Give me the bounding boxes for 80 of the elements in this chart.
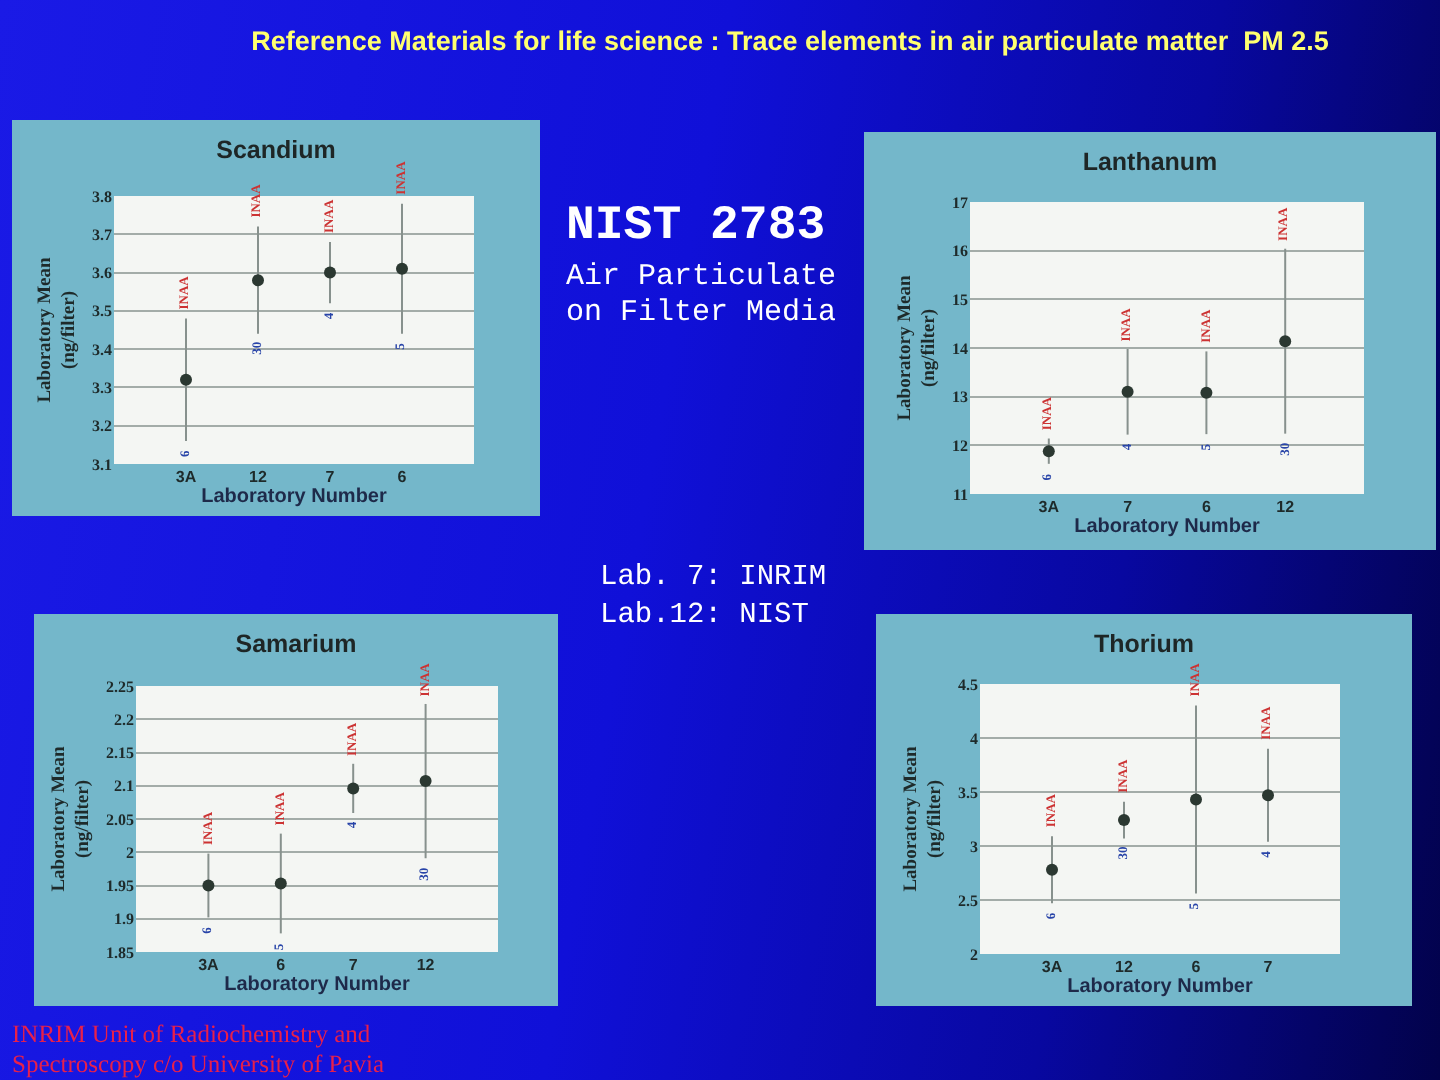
y-tick-label: 2.05 bbox=[106, 810, 134, 829]
x-tick-label: 3A bbox=[198, 956, 220, 974]
y-tick-label: 3 bbox=[970, 837, 978, 856]
x-tick-label: 3A bbox=[175, 468, 197, 486]
point bbox=[324, 266, 336, 279]
y-tick-label: 3.7 bbox=[92, 225, 112, 244]
y-axis-title: Laboratory Mean (ng/filter) bbox=[49, 745, 95, 892]
point bbox=[274, 877, 287, 890]
point bbox=[252, 274, 264, 287]
text: Reference Materials for life science : Trace elements in air particulate matter PM 2.5 bbox=[251, 26, 1329, 56]
x-axis-title: Laboratory Number bbox=[224, 974, 411, 996]
text: Lab.12: NIST bbox=[600, 600, 811, 635]
chart-title: Scandium bbox=[216, 135, 336, 164]
point bbox=[1262, 789, 1274, 802]
y-tick-label: 2.2 bbox=[114, 710, 134, 729]
y-tick-label: 2.25 bbox=[106, 677, 134, 696]
point bbox=[1200, 386, 1213, 399]
y-axis-title: Laboratory Mean (ng/filter) bbox=[895, 274, 941, 421]
y-tick-label: 2 bbox=[970, 945, 978, 964]
y-tick-label: 1.85 bbox=[106, 943, 134, 962]
y-tick-label: 3.1 bbox=[92, 455, 112, 474]
y-tick-label: 15 bbox=[952, 290, 968, 309]
point bbox=[1279, 335, 1292, 348]
point bbox=[396, 262, 408, 275]
y-tick-label: 2 bbox=[126, 843, 134, 862]
y-tick-label: 13 bbox=[952, 388, 968, 407]
text: NIST 2783 bbox=[566, 200, 828, 258]
point bbox=[180, 373, 192, 386]
y-tick-label: 4.5 bbox=[958, 675, 978, 694]
y-tick-label: 14 bbox=[952, 339, 968, 358]
x-tick-label: 3A bbox=[1038, 498, 1060, 516]
x-tick-label: 7 bbox=[348, 956, 359, 974]
text: Lab. 7: INRIM bbox=[600, 562, 829, 597]
x-tick-label: 7 bbox=[325, 468, 336, 486]
x-tick-label: 6 bbox=[1191, 958, 1202, 976]
y-tick-label: 3.4 bbox=[92, 340, 112, 359]
point bbox=[1118, 814, 1130, 827]
y-tick-label: 1.95 bbox=[106, 877, 134, 896]
y-tick-label: 3.2 bbox=[92, 417, 112, 436]
x-tick-label: 12 bbox=[1276, 498, 1296, 516]
x-axis-title: Laboratory Number bbox=[1067, 976, 1254, 998]
y-tick-label: 4 bbox=[970, 729, 978, 748]
y-tick-label: 2.15 bbox=[106, 744, 134, 763]
y-tick-label: 2.5 bbox=[958, 891, 978, 910]
text: Air Particulate on Filter Media bbox=[566, 260, 839, 332]
chart-title: Thorium bbox=[1094, 629, 1194, 658]
x-tick-label: 6 bbox=[276, 956, 287, 974]
x-tick-label: 7 bbox=[1123, 498, 1134, 516]
y-tick-label: 2.1 bbox=[114, 777, 134, 796]
x-tick-label: 12 bbox=[1115, 958, 1134, 976]
y-tick-label: 11 bbox=[952, 485, 968, 504]
x-axis-title: Laboratory Number bbox=[201, 486, 388, 508]
x-tick-label: 7 bbox=[1263, 958, 1274, 976]
point bbox=[347, 782, 360, 795]
point bbox=[1042, 445, 1055, 458]
y-tick-label: 1.9 bbox=[114, 910, 134, 929]
y-tick-label: 3.5 bbox=[92, 302, 112, 321]
point bbox=[1046, 863, 1058, 876]
y-tick-label: 3.8 bbox=[92, 187, 112, 206]
y-axis-title: Laboratory Mean (ng/filter) bbox=[35, 256, 81, 403]
y-tick-label: 12 bbox=[952, 436, 968, 455]
y-tick-label: 17 bbox=[952, 193, 968, 212]
x-tick-label: 6 bbox=[1201, 498, 1212, 516]
x-tick-label: 3A bbox=[1041, 958, 1063, 976]
x-axis-title: Laboratory Number bbox=[1074, 516, 1261, 538]
point bbox=[1190, 793, 1202, 806]
chart-title: Samarium bbox=[235, 629, 357, 658]
x-tick-label: 12 bbox=[416, 956, 436, 974]
point bbox=[1121, 385, 1134, 398]
y-tick-label: 3.5 bbox=[958, 783, 978, 802]
y-tick-label: 3.3 bbox=[92, 379, 112, 398]
y-axis-title: Laboratory Mean (ng/filter) bbox=[901, 745, 947, 892]
x-tick-label: 12 bbox=[249, 468, 268, 486]
y-tick-label: 3.6 bbox=[92, 264, 112, 283]
text: INRIM Unit of Radiochemistry and Spectroscopy c/o University of Pavia bbox=[12, 1020, 387, 1080]
x-tick-label: 6 bbox=[397, 468, 408, 486]
point bbox=[202, 879, 215, 892]
point bbox=[419, 775, 432, 788]
chart-title: Lanthanum bbox=[1082, 147, 1218, 176]
y-tick-label: 16 bbox=[952, 242, 968, 261]
